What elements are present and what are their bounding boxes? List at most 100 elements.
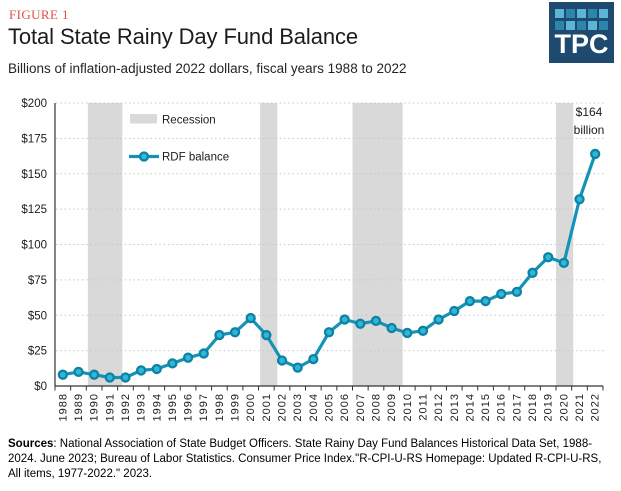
x-axis-label: 2005 <box>324 393 336 421</box>
x-axis-label: 2004 <box>308 393 320 421</box>
data-point-marker <box>135 365 147 376</box>
data-point-marker <box>229 327 241 338</box>
value-annotation: $164 <box>576 105 603 119</box>
x-axis-label: 2022 <box>590 393 602 421</box>
sources-text: : National Association of State Budget O… <box>8 438 602 481</box>
sources-note: Sources: National Association of State B… <box>8 437 616 483</box>
x-axis-label: 1988 <box>57 393 69 421</box>
data-point-marker <box>449 305 460 317</box>
x-axis-label: 2006 <box>339 393 351 421</box>
x-axis-label: 2019 <box>543 393 555 421</box>
data-point-marker <box>167 358 178 369</box>
data-point-marker <box>323 327 335 338</box>
y-axis-label: $75 <box>28 275 47 287</box>
legend-recession-swatch <box>130 114 157 124</box>
data-point-marker <box>433 314 444 325</box>
x-axis-label: 2003 <box>292 393 304 421</box>
legend-rdf-balance-label: RDF balance <box>162 152 229 164</box>
x-axis-label: 2010 <box>402 393 414 421</box>
x-axis-label: 2018 <box>527 393 539 421</box>
data-point-marker <box>511 286 523 298</box>
data-point-marker <box>370 315 382 327</box>
x-axis-label: 1989 <box>73 393 85 421</box>
chart-subtitle: Billions of inflation-adjusted 2022 doll… <box>8 61 407 76</box>
chart-title: Total State Rainy Day Fund Balance <box>8 24 359 49</box>
x-axis-label: 1996 <box>183 393 195 421</box>
tpc-logo-grid-icon <box>555 9 608 30</box>
x-axis-label: 2007 <box>355 393 367 421</box>
rainy-day-fund-line-chart: $0 $25 $50 $75 $100 $125 $150 $175 $200 1988 1989 1… <box>21 98 605 421</box>
data-point-marker <box>261 329 272 341</box>
y-axis-label: $125 <box>21 204 47 216</box>
x-axis-label: 1993 <box>136 393 148 421</box>
data-point-marker <box>558 257 570 269</box>
x-axis-label: 2008 <box>370 393 382 421</box>
figure-label: FIGURE 1 <box>9 7 69 22</box>
x-axis-label: 1998 <box>214 393 226 421</box>
data-point-marker <box>276 355 288 366</box>
y-axis-label: $150 <box>21 169 47 181</box>
x-axis-label: 1995 <box>167 393 179 421</box>
data-point-marker <box>120 372 131 383</box>
recession-band <box>352 103 403 386</box>
x-axis-label: 1992 <box>120 393 132 421</box>
data-point-marker <box>464 295 476 307</box>
data-point-marker <box>355 318 366 329</box>
data-point-marker <box>339 314 350 325</box>
x-axis-label: 2013 <box>449 393 461 421</box>
x-axis-label: 2001 <box>261 393 273 421</box>
data-point-marker <box>417 325 429 336</box>
x-axis-label: 1999 <box>230 393 242 421</box>
sources-label: Sources <box>8 438 54 450</box>
data-point-marker <box>57 369 68 380</box>
data-point-marker <box>590 148 601 160</box>
data-point-marker <box>151 363 162 375</box>
x-axis-label: 2020 <box>558 393 570 421</box>
data-point-marker <box>527 267 538 278</box>
data-point-marker <box>88 369 100 380</box>
data-point-marker <box>480 295 491 307</box>
y-axis-label: $50 <box>28 310 47 322</box>
recession-band <box>260 103 278 386</box>
x-axis-label: 2017 <box>511 393 523 421</box>
logo-square <box>566 20 575 30</box>
x-axis-label: 2015 <box>480 393 492 421</box>
y-axis-label: $100 <box>21 240 47 252</box>
x-axis-label: 1997 <box>198 393 210 421</box>
logo-square <box>577 20 586 30</box>
y-axis-label: $175 <box>21 133 47 145</box>
x-axis-label: 1991 <box>104 393 116 421</box>
logo-square <box>555 9 564 18</box>
logo-square <box>599 20 608 30</box>
x-axis-label: 2009 <box>386 393 398 421</box>
tpc-logo: TPC <box>549 2 614 63</box>
x-axis-label: 2002 <box>277 393 289 421</box>
tpc-logo-text: TPC <box>554 29 609 59</box>
data-point-marker <box>292 362 303 373</box>
data-point-marker <box>543 252 554 263</box>
data-point-marker <box>73 366 84 378</box>
logo-square <box>566 9 575 18</box>
logo-square <box>555 20 564 30</box>
logo-square <box>588 9 597 18</box>
data-point-marker <box>308 353 319 365</box>
x-axis-label: 2011 <box>417 393 429 421</box>
legend-recession-label: Recession <box>162 115 216 127</box>
y-axis-label: $0 <box>34 381 47 393</box>
data-point-marker <box>198 348 209 359</box>
data-point-marker <box>182 352 194 363</box>
x-axis-label: 2014 <box>464 393 476 421</box>
y-axis-label: $25 <box>28 346 47 358</box>
y-axis-label: $200 <box>21 98 47 110</box>
value-annotation: billion <box>574 123 605 137</box>
x-axis-label: 2021 <box>574 393 586 421</box>
x-axis-label: 1990 <box>89 393 101 421</box>
data-point-marker <box>104 372 115 383</box>
logo-square <box>577 9 586 18</box>
logo-square <box>588 20 597 30</box>
legend-line-marker <box>138 151 150 162</box>
data-point-marker <box>402 327 413 339</box>
data-point-marker <box>496 288 507 300</box>
x-axis-label: 2000 <box>245 393 257 421</box>
data-point-marker <box>214 329 225 341</box>
